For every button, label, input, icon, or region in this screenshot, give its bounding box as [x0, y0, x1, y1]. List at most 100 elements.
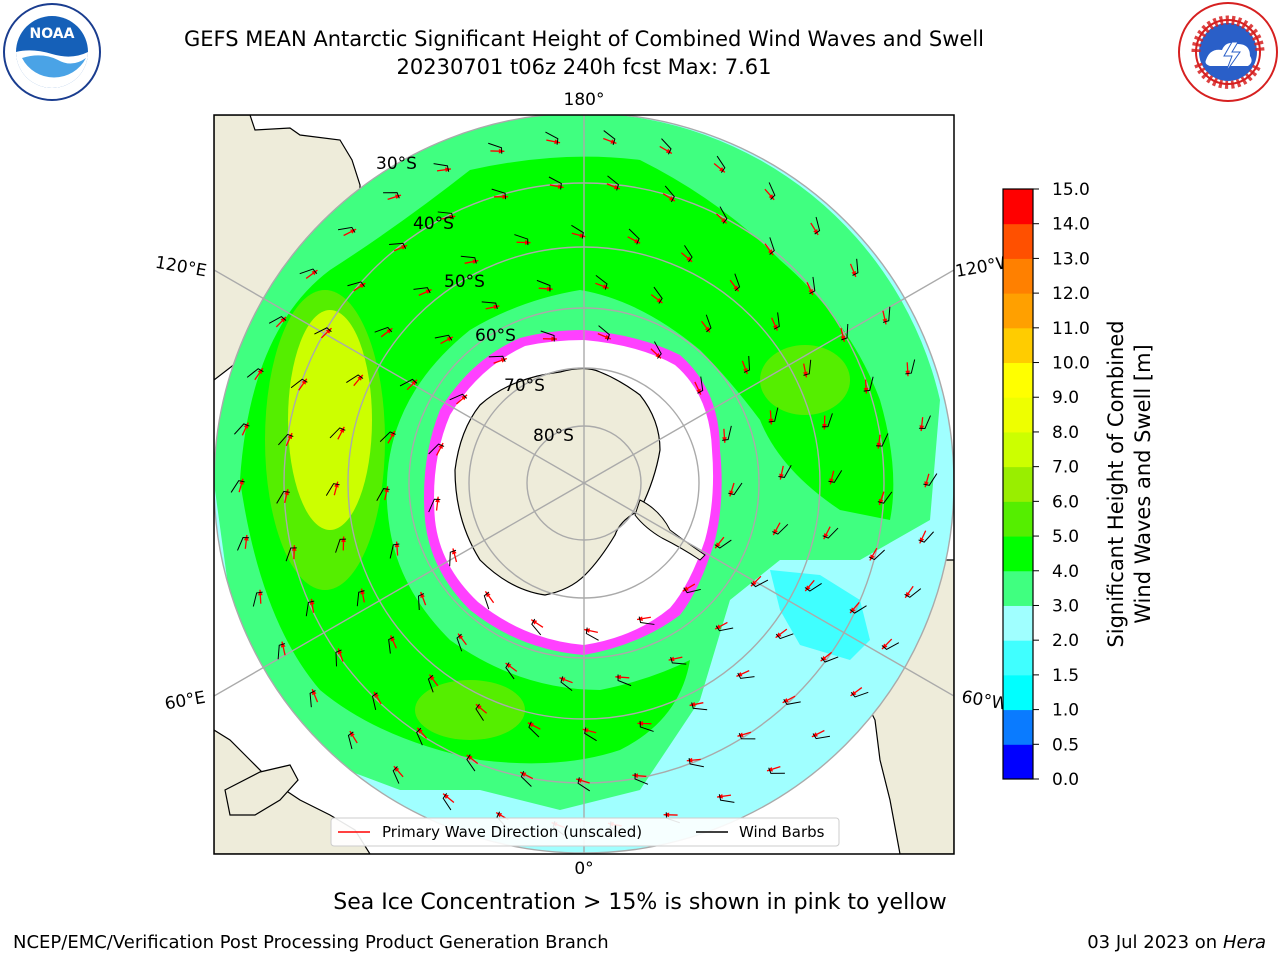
wave-arrow — [237, 534, 250, 551]
wave-arrow — [778, 464, 792, 480]
credit-line: NCEP/EMC/Verification Post Processing Pr… — [13, 932, 609, 953]
wave-arrow — [488, 355, 507, 364]
wave-arrow — [881, 638, 900, 650]
wave-arrow — [559, 676, 573, 692]
wave-arrow — [876, 433, 889, 449]
wave-arrow — [810, 216, 821, 236]
wave-arrow — [466, 754, 479, 772]
wave-arrow — [383, 192, 402, 200]
wave-band-2m — [770, 570, 870, 660]
land-madagascar — [224, 764, 299, 816]
wave-arrow — [285, 545, 297, 562]
wave-arrow — [849, 602, 867, 614]
colorbar-tick-label: 4.0 — [1052, 562, 1079, 582]
wave-arrow — [803, 359, 812, 378]
wave-arrow — [252, 589, 263, 607]
colorbar-segment — [1003, 501, 1033, 537]
wave-arrow — [615, 674, 632, 687]
wave-arrow — [433, 163, 451, 173]
wave-arrow — [389, 242, 408, 252]
wave-arrow — [764, 182, 776, 201]
wave-arrow — [230, 478, 245, 493]
colorbar-segment — [1003, 258, 1033, 294]
wave-arrow — [918, 530, 934, 544]
legend-wind-barbs-label: Wind Barbs — [739, 823, 825, 841]
wave-arrow — [481, 301, 500, 310]
wave-arrow — [632, 772, 649, 785]
map-title: GEFS MEAN Antarctic Significant Height o… — [183, 27, 985, 51]
wave-arrow — [329, 426, 346, 440]
wave-arrow — [766, 766, 785, 774]
wave-direction-arrows — [230, 130, 938, 836]
wave-arrow — [449, 548, 458, 567]
wave-arrow — [686, 757, 704, 768]
wave-band-6m — [288, 310, 372, 530]
wave-arrow — [530, 618, 544, 636]
colorbar-tick-label: 0.0 — [1052, 770, 1079, 790]
lat-label-70s: 70°S — [504, 376, 545, 396]
lon-label-60e: 60°E — [163, 688, 207, 715]
wave-arrow — [714, 621, 734, 632]
wave-arrow — [428, 442, 445, 456]
land-antarctica — [454, 367, 661, 596]
colorbar-segment — [1003, 189, 1033, 225]
colorbar-tick-label: 6.0 — [1052, 492, 1079, 512]
wave-arrow — [923, 473, 938, 488]
colorbar-segment — [1003, 327, 1033, 364]
wave-arrow — [771, 312, 780, 331]
colorbar-tick-label: 5.0 — [1052, 527, 1079, 547]
colorbar-segment — [1003, 431, 1033, 468]
wave-arrow — [548, 176, 564, 190]
wave-arrow — [416, 727, 428, 746]
wave-arrow — [520, 770, 534, 787]
wave-arrow — [246, 367, 264, 381]
wave-arrow — [392, 765, 404, 784]
wave-arrow — [659, 138, 673, 155]
wave-arrow — [804, 579, 822, 592]
colorbar-label-line1: Significant Height of Combined — [1104, 320, 1128, 647]
wave-arrow — [689, 702, 708, 711]
wave-arrow — [768, 407, 779, 425]
wave-arrow — [389, 541, 400, 559]
wave-arrow — [682, 583, 701, 594]
wave-arrow — [483, 590, 495, 610]
colorbar-segment — [1003, 640, 1033, 676]
wave-arrow — [822, 526, 839, 540]
wave-arrow — [417, 591, 427, 611]
wave-arrow — [456, 633, 467, 652]
wave-arrow — [290, 378, 308, 391]
wave-arrow — [427, 674, 439, 693]
wave-arrow — [582, 727, 597, 742]
lon-label-120e: 120°E — [154, 253, 208, 282]
lat-label-30s: 30°S — [376, 154, 417, 174]
wave-arrow — [736, 670, 755, 679]
legend-wave-direction-label: Primary Wave Direction (unscaled) — [382, 823, 642, 841]
wave-arrow — [905, 359, 916, 377]
wave-arrow — [305, 598, 315, 617]
colorbar-tick-label: 3.0 — [1052, 596, 1079, 616]
wave-arrow — [820, 651, 839, 663]
wave-arrow — [904, 585, 922, 599]
wave-arrow — [637, 720, 654, 732]
colorbar-segment — [1003, 293, 1033, 329]
wave-arrow — [713, 155, 726, 173]
wave-arrow — [764, 237, 775, 256]
colorbar: 0.0 0.5 1.0 1.5 2.0 3.0 4.0 5.0 6.0 7.0 8.0 9.0 10.0… — [1002, 180, 1155, 790]
colorbar-tick-label: 8.0 — [1052, 423, 1079, 443]
lat-label-40s: 40°S — [413, 214, 454, 234]
wave-arrow — [505, 662, 518, 680]
colorbar-segment — [1003, 466, 1033, 502]
lon-label-180: 180° — [564, 90, 605, 110]
colorbar-segment — [1003, 570, 1033, 606]
wave-arrow — [347, 730, 358, 750]
wave-arrow — [806, 276, 816, 296]
colorbar-tick-label: 15.0 — [1052, 180, 1090, 200]
wave-arrow — [775, 628, 794, 640]
wave-arrow — [337, 226, 357, 237]
wave-arrow — [309, 688, 319, 708]
colorbar-tick-label: 1.0 — [1052, 701, 1079, 721]
wave-arrow — [442, 793, 455, 811]
colorbar-tick-label: 1.5 — [1052, 666, 1079, 686]
colorbar-tick-label: 10.0 — [1052, 354, 1090, 374]
colorbar-tick-label: 0.5 — [1052, 735, 1079, 755]
